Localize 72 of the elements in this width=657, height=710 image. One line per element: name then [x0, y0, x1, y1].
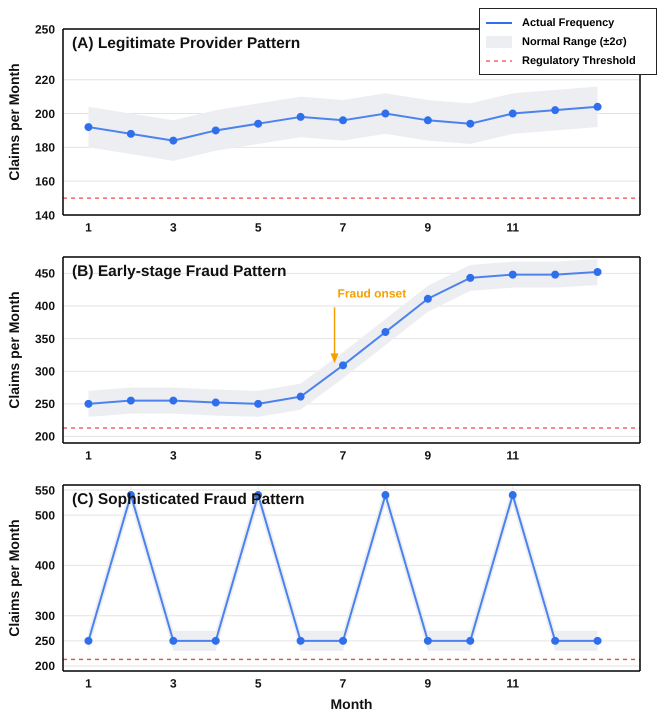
y-tick-label: 140 — [34, 208, 56, 222]
point — [169, 136, 178, 145]
y-tick-label: 250 — [34, 634, 56, 648]
x-tick-label: 7 — [340, 448, 347, 463]
y-tick-label: 180 — [34, 140, 56, 155]
y-tick-label: 400 — [34, 558, 56, 573]
point — [84, 123, 92, 132]
point — [508, 110, 517, 118]
legend-label: Actual Frequency — [521, 16, 616, 30]
point — [296, 112, 305, 121]
y-tick-label: 250 — [34, 22, 56, 36]
point — [126, 396, 135, 405]
y-tick-label: 550 — [34, 483, 56, 498]
y-tick-label: 200 — [34, 659, 56, 674]
y-tick-label: 160 — [34, 174, 56, 188]
y-tick-label: 220 — [34, 72, 56, 87]
x-tick-label: 11 — [506, 220, 520, 235]
x-tick-label: 9 — [424, 448, 432, 463]
x-tick-label: 1 — [85, 676, 92, 691]
y-tick-label: 200 — [34, 106, 56, 121]
point — [212, 126, 220, 134]
annotation: Fraud onset — [338, 286, 406, 300]
point — [254, 120, 262, 128]
y-tick-label: 500 — [34, 508, 56, 522]
x-tick-label: 1 — [85, 448, 92, 463]
point — [254, 400, 262, 408]
x-axis-title: Month — [330, 696, 372, 710]
x-tick-label: 9 — [424, 220, 432, 235]
point — [508, 270, 517, 279]
chart-title: (A) Legitimate Provider Pattern — [72, 35, 300, 53]
x-tick-label: 5 — [254, 220, 262, 235]
x-tick-label: 1 — [85, 220, 92, 235]
x-tick-label: 3 — [170, 448, 177, 463]
x-tick-label: 5 — [254, 448, 262, 463]
point — [466, 274, 474, 282]
point — [126, 130, 135, 138]
annotation: Normal Range (±2σ) — [521, 34, 628, 50]
x-tick-label: 11 — [506, 676, 520, 691]
point — [551, 106, 560, 114]
x-tick-label: 3 — [170, 220, 177, 235]
chart-title: (B) Early-stage Fraud Pattern — [72, 263, 286, 281]
x-tick-label: 9 — [424, 676, 432, 691]
point — [339, 116, 348, 124]
point — [169, 396, 178, 405]
y-tick-label: 450 — [34, 266, 56, 281]
y-axis-title: Claims per Month — [6, 291, 22, 409]
point — [381, 328, 390, 336]
point — [84, 400, 92, 408]
point — [594, 102, 602, 111]
y-tick-label: 300 — [34, 608, 56, 623]
point — [212, 398, 220, 407]
point — [466, 120, 474, 128]
y-tick-label: 400 — [34, 299, 56, 314]
point — [339, 361, 348, 370]
legend-label: Regulatory Threshold — [521, 54, 637, 68]
y-axis-title: Claims per Month — [6, 63, 22, 181]
y-tick-label: 300 — [34, 364, 56, 378]
point — [296, 392, 305, 401]
y-tick-label: 250 — [34, 397, 56, 412]
point — [424, 116, 432, 124]
y-axis-title: Claims per Month — [6, 519, 22, 637]
x-tick-label: 11 — [506, 448, 520, 463]
point — [594, 268, 602, 276]
y-tick-label: 350 — [34, 332, 56, 346]
point — [551, 270, 560, 279]
point — [381, 110, 390, 118]
x-tick-label: 5 — [254, 676, 262, 691]
x-tick-label: 7 — [340, 676, 347, 691]
x-tick-label: 7 — [340, 220, 347, 235]
point — [424, 294, 432, 303]
x-tick-label: 3 — [170, 676, 177, 691]
y-tick-label: 200 — [34, 430, 56, 444]
